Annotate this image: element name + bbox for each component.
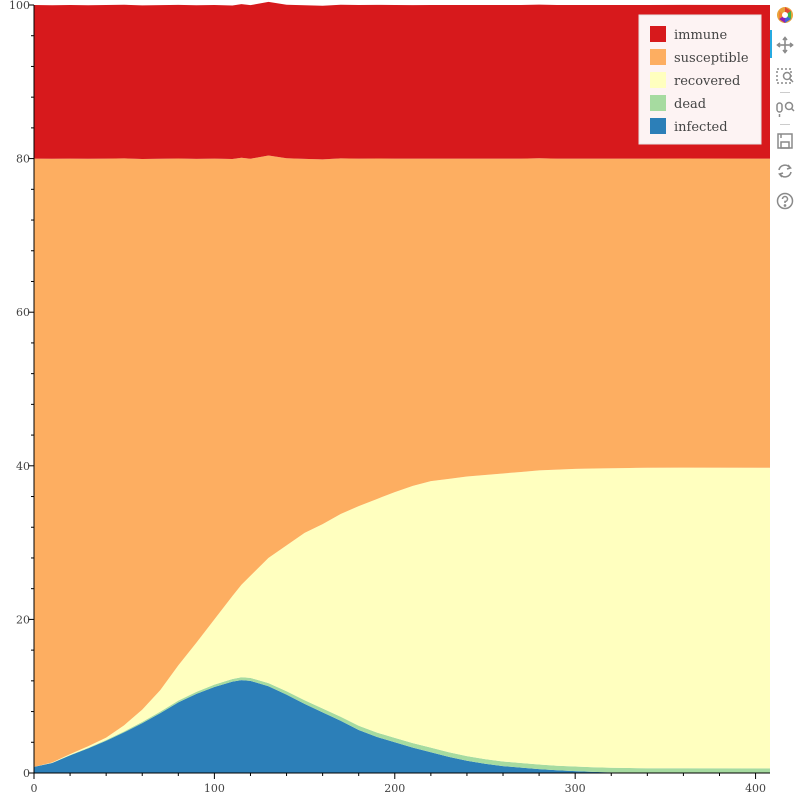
box-zoom-icon[interactable] [774,66,796,88]
reset-icon[interactable] [774,160,796,182]
bokeh-logo-icon[interactable] [774,4,796,26]
legend-label-immune: immune [674,28,728,43]
areas-layer [34,1,770,773]
save-icon[interactable] [774,130,796,152]
x-tick-label: 0 [31,782,38,795]
area-infected [34,680,770,773]
y-tick-label: 20 [16,613,30,626]
y-tick-label: 100 [9,0,30,12]
legend: immune susceptible recovered dead infected [638,14,762,145]
toolbar-divider [780,124,790,125]
legend-label-recovered: recovered [674,74,740,89]
y-tick-label: 0 [23,767,30,780]
y-tick-label: 80 [16,153,30,166]
toolbar-divider [780,92,790,93]
active-tool-indicator [770,30,772,58]
y-tick-label: 40 [16,460,30,473]
legend-swatch-recovered [650,72,666,88]
y-tick-label: 60 [16,306,30,319]
area-recovered [34,467,770,769]
axes-layer: 0 20 40 60 80 100 0 100 200 300 400 [9,0,770,795]
x-tick-label: 200 [384,782,405,795]
help-icon[interactable] [774,190,796,212]
legend-swatch-susceptible [650,49,666,65]
x-tick-label: 300 [565,782,586,795]
legend-swatch-immune [650,26,666,42]
wheel-zoom-icon[interactable] [774,98,796,120]
area-susceptible [34,155,770,767]
x-tick-label: 400 [745,782,766,795]
legend-swatch-dead [650,95,666,111]
x-tick-label: 100 [204,782,225,795]
legend-label-susceptible: susceptible [674,51,749,66]
legend-label-infected: infected [674,120,728,135]
pan-icon[interactable] [774,34,796,56]
legend-label-dead: dead [674,97,706,112]
legend-swatch-infected [650,118,666,134]
area-immune [34,1,770,160]
